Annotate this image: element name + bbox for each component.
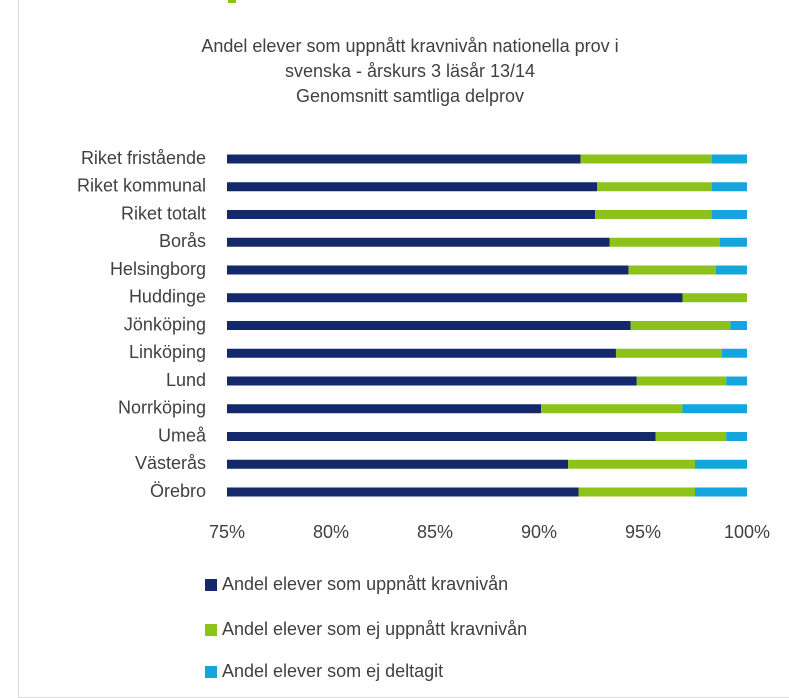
- y-tick-label: Umeå: [158, 425, 207, 445]
- bar-segment: [719, 237, 747, 247]
- bar-segment: [227, 265, 629, 275]
- x-tick-label: 85%: [417, 522, 453, 542]
- legend-label: Andel elever som ej uppnått kravnivån: [222, 619, 527, 639]
- bar-segment: [730, 321, 747, 330]
- bar-segment: [227, 487, 579, 497]
- y-tick-label: Norrköping: [118, 398, 206, 418]
- x-tick-label: 95%: [625, 522, 661, 542]
- legend-swatch: [205, 579, 217, 591]
- bar-segment: [609, 237, 720, 247]
- bar-segment: [227, 404, 542, 414]
- bar-segment: [695, 459, 747, 469]
- y-tick-label: Riket fristående: [81, 148, 206, 168]
- bar-segment: [628, 265, 716, 275]
- y-tick-label: Jönköping: [124, 314, 206, 334]
- bar-segment: [711, 210, 747, 219]
- bar-segment: [541, 404, 683, 414]
- bar-segment: [715, 265, 747, 275]
- chart-subtitle: Genomsnitt samtliga delprov: [296, 86, 524, 106]
- bar-segment: [722, 348, 747, 358]
- bar-segment: [227, 432, 656, 441]
- legend-swatch: [205, 666, 217, 678]
- bar-segment: [655, 432, 727, 441]
- bar-segment: [227, 182, 598, 192]
- y-tick-label: Linköping: [129, 342, 206, 362]
- bar-segment: [695, 487, 747, 497]
- y-tick-label: Lund: [166, 370, 206, 390]
- x-tick-label: 90%: [521, 522, 557, 542]
- y-tick-label: Helsingborg: [110, 259, 206, 279]
- bar-segment: [682, 404, 747, 414]
- bar-segment: [682, 293, 747, 303]
- y-tick-label: Huddinge: [129, 287, 206, 307]
- y-tick-label: Örebro: [150, 481, 206, 501]
- bar-segment: [227, 293, 683, 303]
- y-tick-label: Västerås: [135, 453, 206, 473]
- bar-segment: [711, 182, 747, 192]
- bar-segment: [227, 459, 569, 469]
- bar-segment: [568, 459, 695, 469]
- bar-segment: [227, 321, 631, 330]
- bar-segment: [630, 321, 731, 330]
- bar-segment: [227, 154, 581, 164]
- bar-segment: [227, 237, 610, 247]
- x-tick-label: 80%: [313, 522, 349, 542]
- bar-segment: [636, 376, 727, 386]
- decoration: [228, 0, 236, 3]
- bar-segment: [227, 210, 596, 219]
- bar-segment: [711, 154, 747, 164]
- x-tick-label: 75%: [209, 522, 245, 542]
- bar-segment: [597, 182, 712, 192]
- bar-segment: [580, 154, 712, 164]
- bar-segment: [595, 210, 712, 219]
- chart-title: svenska - årskurs 3 läsår 13/14: [285, 61, 535, 81]
- bar-segment: [726, 376, 747, 386]
- y-tick-label: Riket kommunal: [77, 176, 206, 196]
- legend-label: Andel elever som uppnått kravnivån: [222, 574, 508, 594]
- chart-title: Andel elever som uppnått kravnivån natio…: [201, 36, 618, 56]
- y-tick-label: Riket totalt: [121, 203, 206, 223]
- bar-segment: [615, 348, 723, 358]
- bar-segment: [227, 376, 637, 386]
- x-tick-label: 100%: [724, 522, 770, 542]
- bar-segment: [578, 487, 695, 497]
- bar-segment: [227, 348, 616, 358]
- y-tick-label: Borås: [159, 231, 206, 251]
- legend-label: Andel elever som ej deltagit: [222, 661, 443, 681]
- legend-swatch: [205, 624, 217, 636]
- bar-segment: [726, 432, 747, 441]
